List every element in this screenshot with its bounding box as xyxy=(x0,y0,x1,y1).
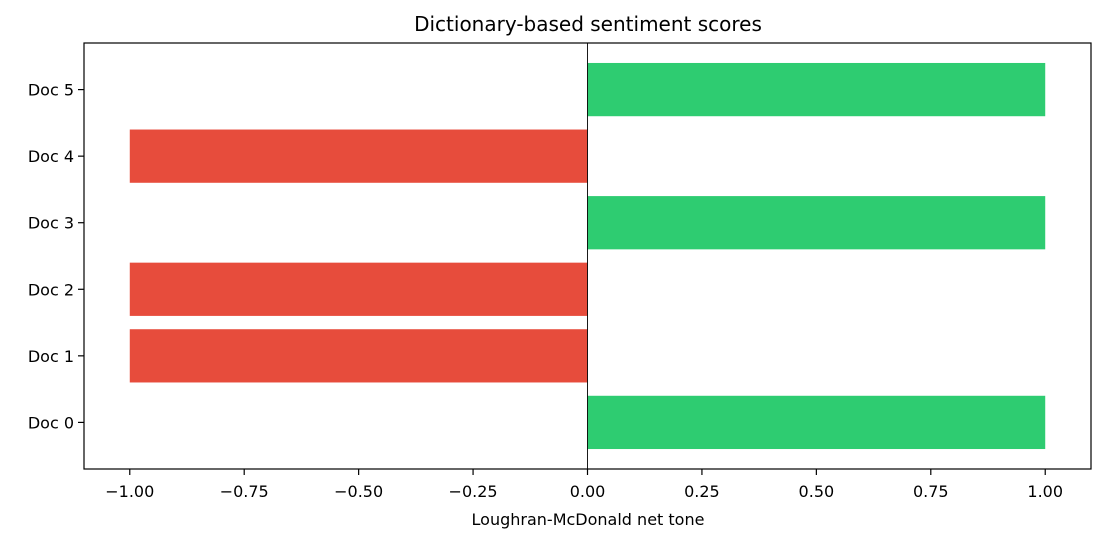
y-tick-label: Doc 0 xyxy=(28,413,74,432)
y-tick-label: Doc 4 xyxy=(28,147,74,166)
x-axis-label: Loughran-McDonald net tone xyxy=(472,510,705,529)
chart-title: Dictionary-based sentiment scores xyxy=(414,12,762,36)
bar-doc-2 xyxy=(129,262,588,316)
x-tick-label: 0.50 xyxy=(799,482,835,501)
bar-doc-4 xyxy=(129,129,588,183)
bar-doc-0 xyxy=(587,395,1046,450)
bars-layer xyxy=(129,62,1046,450)
y-tick-label: Doc 2 xyxy=(28,280,74,299)
x-tick-label: 0.00 xyxy=(570,482,606,501)
x-tick-label: −0.25 xyxy=(449,482,498,501)
bar-doc-5 xyxy=(587,62,1046,117)
x-axis: −1.00 −0.75 −0.50 −0.25 0.00 0.25 0.50 0.75 1.00 xyxy=(105,469,1063,501)
x-tick-label: 0.75 xyxy=(913,482,949,501)
x-tick-label: −1.00 xyxy=(105,482,154,501)
y-tick-label: Doc 1 xyxy=(28,347,74,366)
y-tick-label: Doc 5 xyxy=(28,81,74,100)
y-tick-label: Doc 3 xyxy=(28,214,74,233)
x-tick-label: 0.25 xyxy=(684,482,720,501)
bar-doc-3 xyxy=(587,196,1046,250)
y-axis: Doc 0 Doc 1 Doc 2 Doc 3 Doc 4 Doc 5 xyxy=(28,81,84,432)
x-tick-label: −0.75 xyxy=(220,482,269,501)
x-tick-label: 1.00 xyxy=(1027,482,1063,501)
x-tick-label: −0.50 xyxy=(334,482,383,501)
bar-doc-1 xyxy=(129,329,588,383)
